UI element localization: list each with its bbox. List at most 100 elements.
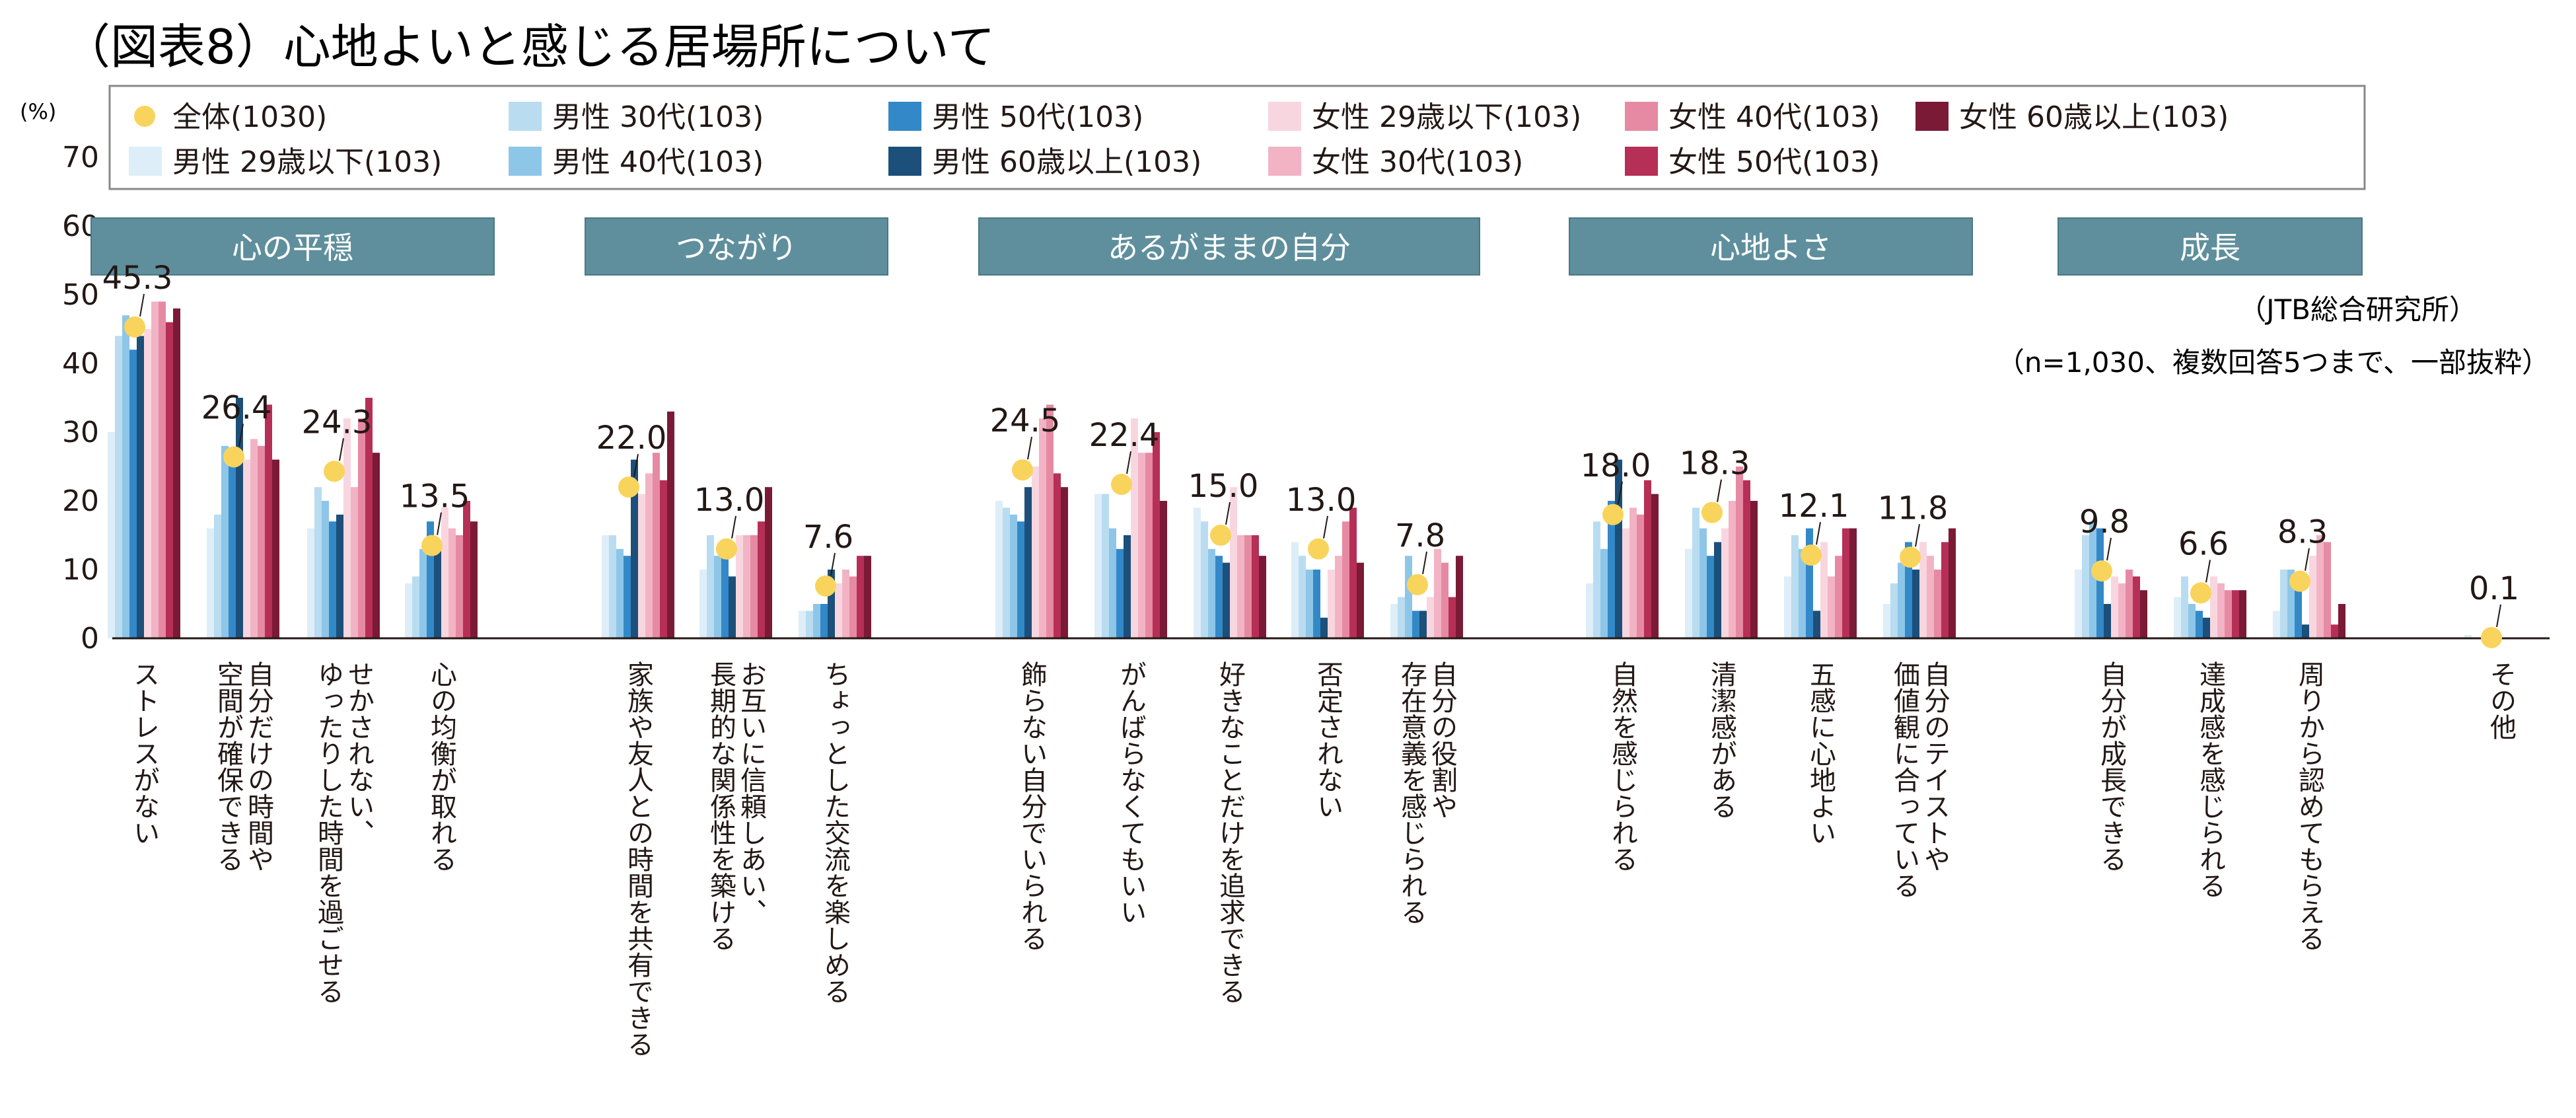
group-header-label: 心の平穏 (232, 230, 353, 266)
bar (405, 583, 412, 638)
bar (842, 570, 849, 638)
bar (1750, 501, 1758, 638)
bar (144, 329, 151, 638)
legend-swatch (1268, 147, 1301, 176)
bar (736, 535, 743, 638)
bar (1941, 542, 1949, 638)
legend-label: 男性 40代(103) (552, 145, 764, 179)
bar (1784, 576, 1791, 638)
bar (1622, 528, 1629, 638)
bar (2287, 570, 2295, 638)
total-leader-line (633, 454, 639, 477)
bar (2126, 570, 2133, 638)
total-marker (421, 535, 443, 556)
bar (1729, 501, 1736, 638)
bar (1427, 597, 1434, 638)
bar (1898, 562, 1905, 638)
bar (173, 308, 180, 638)
bar (660, 480, 667, 638)
total-marker (1701, 502, 1723, 523)
total-marker (1407, 574, 1428, 595)
total-value-label: 45.3 (102, 260, 173, 297)
category-label: ちょっとした交流を楽しめる (820, 661, 850, 1004)
bar (1306, 570, 1313, 638)
total-marker (1900, 546, 1921, 568)
group-header (90, 217, 495, 276)
y-tick-label: 40 (62, 347, 99, 381)
bar (1109, 528, 1116, 638)
category-label: 自分のテイストや (1919, 661, 1950, 872)
bar (721, 542, 729, 638)
bar (1328, 570, 1335, 638)
bar (1890, 583, 1898, 638)
bar (1806, 528, 1813, 638)
legend-swatch (1625, 102, 1658, 131)
bar (1692, 507, 1699, 638)
group-header (978, 217, 1480, 276)
group-header-label: 成長 (2180, 230, 2240, 266)
bar (624, 556, 631, 638)
total-leader-line (830, 552, 836, 576)
bar (1138, 453, 1145, 638)
bar (1615, 459, 1622, 638)
category-label: がんばらなくてもいい (1116, 661, 1146, 925)
bar (322, 501, 329, 638)
total-leader-line (1422, 551, 1427, 575)
bar (2217, 583, 2225, 638)
bar (365, 398, 373, 638)
total-marker (2091, 560, 2112, 582)
total-marker (223, 446, 244, 468)
bar (1685, 548, 1692, 638)
bar (221, 445, 229, 638)
bar (207, 528, 214, 638)
bar (609, 535, 616, 638)
total-leader-line (2305, 548, 2310, 571)
group-header (2057, 217, 2363, 276)
bar (638, 494, 645, 638)
y-tick-label: 10 (62, 553, 99, 587)
bar (329, 521, 336, 638)
bar (1291, 542, 1299, 638)
bar (602, 535, 609, 638)
category-label: 清潔感がある (1706, 661, 1736, 819)
bar (1010, 514, 1017, 638)
bar (1349, 507, 1357, 638)
bar (236, 398, 243, 638)
bar (1335, 556, 1342, 638)
category-label: 達成感を感じられる (2195, 661, 2225, 899)
bar (456, 535, 463, 638)
bar (1259, 556, 1266, 638)
bar (1820, 542, 1828, 638)
bar (1342, 521, 1349, 638)
total-leader-line (1225, 502, 1231, 525)
total-marker (1801, 544, 1822, 566)
bar (272, 459, 279, 638)
bar (343, 418, 351, 638)
bar (258, 445, 265, 638)
bar (1707, 556, 1714, 638)
legend-label: 女性 40代(103) (1668, 100, 1880, 134)
bar (1651, 494, 1659, 638)
category-label: 長期的な関係性を築ける (705, 661, 736, 951)
bar (2082, 535, 2089, 638)
bar (631, 459, 638, 638)
bar (1313, 570, 1320, 638)
bar (2174, 597, 2181, 638)
category-label: ストレスがない (129, 661, 159, 846)
bar (1153, 432, 1160, 638)
bar (1714, 542, 1721, 638)
bar (412, 576, 419, 638)
bar (1230, 487, 1237, 638)
group-header-label: つながり (676, 230, 797, 266)
bar (137, 336, 144, 638)
bar (2316, 535, 2324, 638)
bar (1398, 597, 1405, 638)
bar (2075, 570, 2082, 638)
category-label: 心の均衡が取れる (426, 661, 456, 872)
category-label: 飾らない自分でいられる (1017, 661, 1047, 951)
total-value-label: 7.6 (803, 519, 853, 556)
bar (2140, 590, 2147, 638)
bar (265, 404, 272, 638)
bar (1244, 535, 1252, 638)
y-tick-label: 30 (62, 416, 99, 449)
